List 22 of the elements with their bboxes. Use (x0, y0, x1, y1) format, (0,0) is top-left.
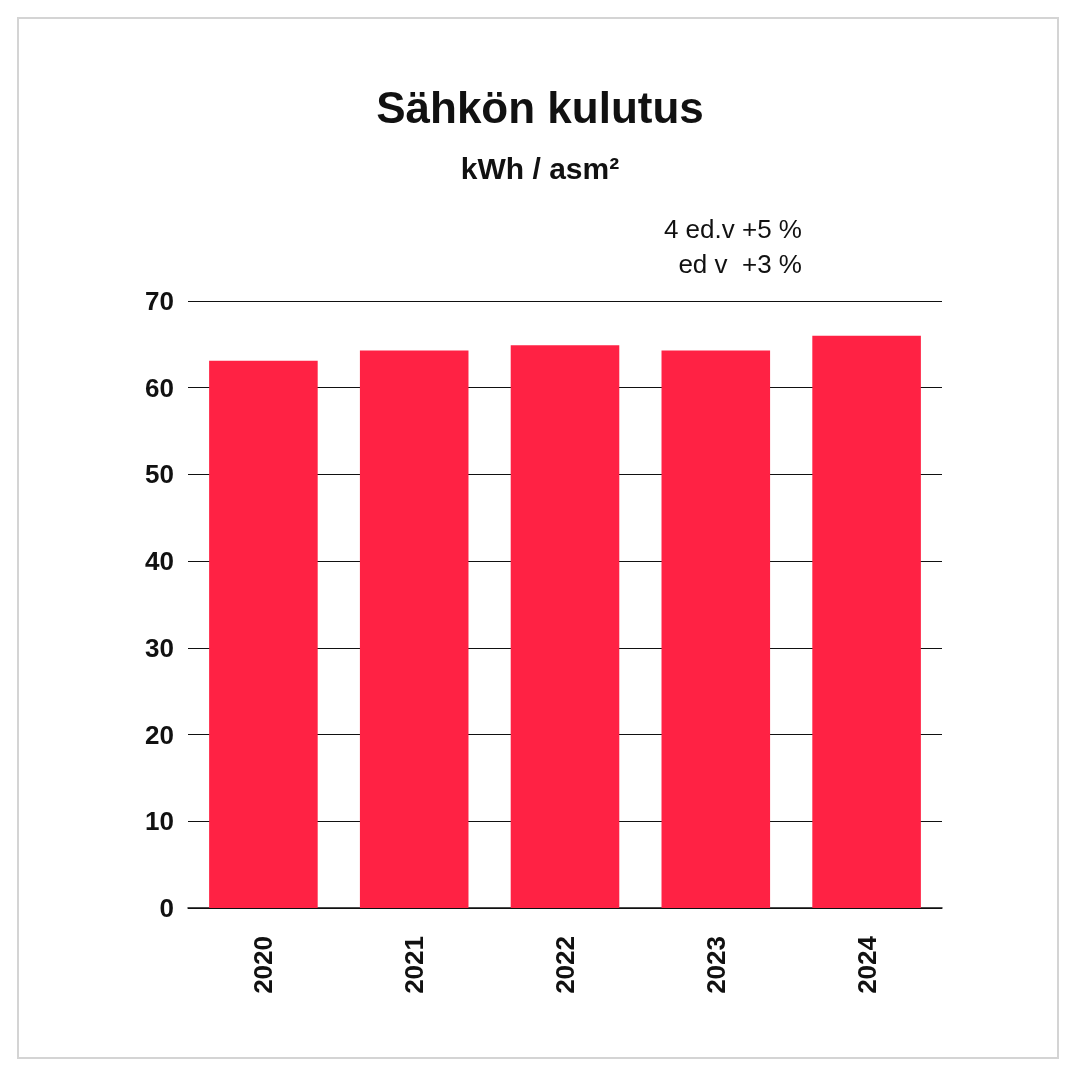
bar (812, 335, 921, 908)
x-tick-label: 2024 (851, 935, 882, 994)
text: 4 ed.v +5 % (663, 213, 802, 244)
y-tick-label: 60 (145, 372, 174, 403)
x-tick-label: 2023 (700, 936, 731, 994)
y-tick-label: 50 (145, 459, 174, 490)
bar (661, 350, 771, 908)
y-tick-label: 0 (159, 893, 174, 923)
bar (359, 350, 469, 908)
x-tick-label: 2020 (248, 936, 279, 994)
y-tick-label: 20 (145, 719, 174, 750)
y-tick-label: 40 (145, 546, 174, 577)
chart-subtitle: kWh / asm² (460, 151, 620, 185)
bar (209, 360, 318, 908)
text: ed v +3 % (678, 248, 802, 279)
y-tick-label: 70 (145, 286, 174, 316)
y-tick-label: 30 (145, 632, 174, 663)
x-tick-label: 2021 (399, 936, 430, 994)
y-tick-label: 10 (145, 806, 174, 837)
chart-title: Sähkön kulutus (376, 82, 704, 132)
bar (510, 345, 620, 908)
x-tick-label: 2022 (550, 936, 580, 994)
